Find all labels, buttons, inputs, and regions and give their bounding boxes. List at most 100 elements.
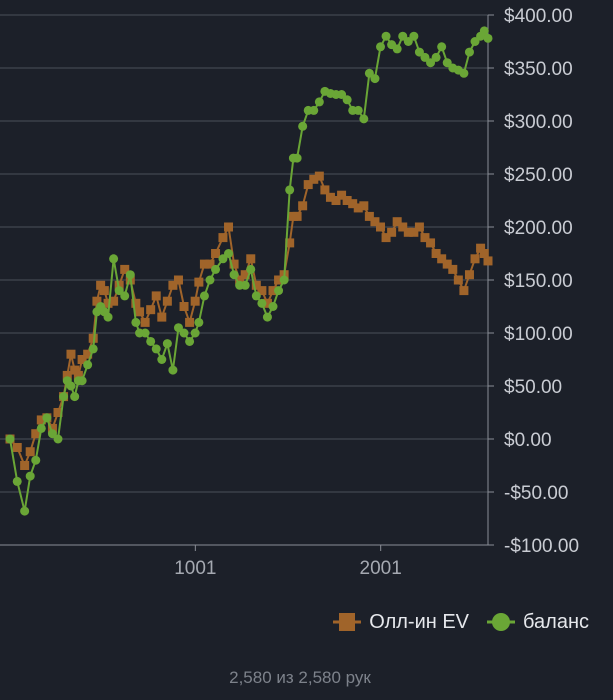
data-point-circle[interactable] — [442, 58, 452, 68]
data-point-circle[interactable] — [364, 68, 374, 78]
data-point-circle[interactable] — [470, 37, 480, 46]
data-point-square[interactable] — [476, 243, 486, 253]
data-point-square[interactable] — [12, 442, 22, 452]
data-point-square[interactable] — [479, 249, 489, 258]
data-point-square[interactable] — [218, 233, 228, 243]
legend-item-allin-ev[interactable]: Олл-ин EV — [333, 610, 469, 634]
data-point-circle[interactable] — [262, 312, 272, 322]
data-point-square[interactable] — [92, 296, 102, 306]
data-point-circle[interactable] — [426, 58, 436, 68]
data-point-circle[interactable] — [420, 52, 430, 62]
data-point-circle[interactable] — [483, 33, 493, 43]
data-point-square[interactable] — [268, 286, 278, 296]
data-point-square[interactable] — [409, 227, 419, 237]
data-point-circle[interactable] — [66, 381, 76, 391]
data-point-square[interactable] — [420, 233, 430, 243]
data-point-square[interactable] — [292, 211, 302, 221]
data-point-square[interactable] — [414, 222, 424, 232]
data-point-circle[interactable] — [479, 26, 489, 36]
data-point-circle[interactable] — [251, 291, 261, 301]
data-point-square[interactable] — [314, 171, 324, 181]
data-point-circle[interactable] — [146, 336, 156, 346]
data-point-square[interactable] — [224, 222, 234, 232]
data-point-square[interactable] — [285, 238, 295, 248]
data-point-square[interactable] — [342, 196, 352, 205]
data-point-square[interactable] — [135, 307, 145, 317]
data-point-circle[interactable] — [279, 275, 289, 285]
data-point-square[interactable] — [194, 277, 204, 287]
data-point-circle[interactable] — [229, 270, 239, 280]
data-point-square[interactable] — [431, 249, 441, 258]
data-point-square[interactable] — [205, 259, 215, 269]
data-point-square[interactable] — [348, 199, 358, 209]
data-point-circle[interactable] — [459, 68, 469, 78]
data-point-circle[interactable] — [103, 312, 113, 322]
data-point-circle[interactable] — [409, 31, 419, 41]
data-point-circle[interactable] — [298, 121, 308, 131]
data-point-circle[interactable] — [36, 423, 46, 433]
data-point-square[interactable] — [309, 174, 319, 184]
data-point-square[interactable] — [337, 190, 347, 200]
data-point-square[interactable] — [464, 270, 474, 280]
data-point-circle[interactable] — [246, 264, 256, 274]
data-point-circle[interactable] — [70, 392, 80, 402]
data-point-square[interactable] — [364, 211, 374, 221]
data-point-circle[interactable] — [211, 264, 221, 274]
data-point-square[interactable] — [73, 370, 83, 380]
data-point-square[interactable] — [20, 461, 30, 470]
data-point-square[interactable] — [211, 249, 221, 258]
data-point-square[interactable] — [146, 305, 156, 315]
data-point-circle[interactable] — [83, 360, 93, 370]
data-point-circle[interactable] — [47, 429, 57, 439]
data-point-square[interactable] — [25, 447, 35, 457]
data-point-circle[interactable] — [179, 328, 189, 338]
data-point-circle[interactable] — [131, 317, 141, 327]
data-point-circle[interactable] — [353, 105, 363, 115]
data-point-circle[interactable] — [190, 328, 200, 338]
data-point-square[interactable] — [235, 275, 245, 285]
data-point-circle[interactable] — [224, 249, 234, 258]
data-point-square[interactable] — [353, 203, 363, 213]
data-point-circle[interactable] — [12, 476, 22, 486]
data-point-circle[interactable] — [120, 291, 130, 301]
data-point-circle[interactable] — [162, 339, 172, 349]
data-point-square[interactable] — [370, 217, 380, 227]
data-point-square[interactable] — [120, 264, 130, 274]
data-point-circle[interactable] — [88, 344, 98, 354]
data-point-square[interactable] — [392, 217, 402, 227]
data-point-square[interactable] — [251, 280, 261, 290]
data-point-circle[interactable] — [292, 153, 302, 163]
data-point-circle[interactable] — [199, 291, 209, 301]
data-point-square[interactable] — [274, 275, 284, 285]
data-point-circle[interactable] — [337, 90, 347, 99]
data-point-square[interactable] — [179, 302, 189, 311]
data-point-circle[interactable] — [125, 270, 135, 280]
data-point-square[interactable] — [47, 423, 57, 433]
data-point-circle[interactable] — [274, 286, 284, 296]
data-point-square[interactable] — [387, 227, 397, 237]
data-point-square[interactable] — [426, 238, 436, 248]
data-point-circle[interactable] — [173, 323, 183, 333]
data-point-square[interactable] — [62, 370, 72, 380]
data-point-circle[interactable] — [414, 47, 424, 57]
data-point-square[interactable] — [398, 222, 408, 232]
data-point-square[interactable] — [131, 298, 141, 308]
data-point-square[interactable] — [325, 192, 335, 202]
data-point-circle[interactable] — [194, 317, 204, 327]
data-point-square[interactable] — [483, 256, 493, 266]
data-point-square[interactable] — [66, 349, 76, 359]
data-point-circle[interactable] — [59, 392, 69, 402]
data-point-circle[interactable] — [257, 298, 267, 308]
data-point-circle[interactable] — [240, 280, 250, 290]
data-point-circle[interactable] — [20, 506, 30, 516]
data-point-square[interactable] — [257, 286, 267, 296]
data-point-circle[interactable] — [392, 44, 402, 54]
data-point-square[interactable] — [88, 333, 98, 343]
data-point-square[interactable] — [459, 286, 469, 296]
data-point-square[interactable] — [246, 254, 256, 264]
data-point-square[interactable] — [442, 259, 452, 269]
data-point-square[interactable] — [157, 312, 167, 322]
data-point-circle[interactable] — [376, 42, 386, 52]
data-point-square[interactable] — [31, 429, 41, 439]
data-point-square[interactable] — [403, 227, 413, 237]
